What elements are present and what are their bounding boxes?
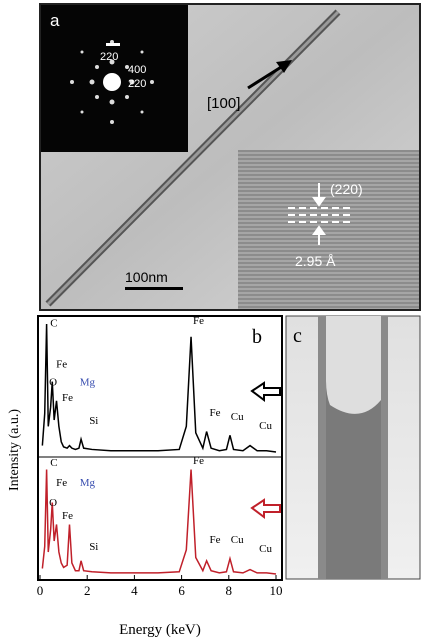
panel-label: b (252, 326, 262, 348)
panel-b: b Intensity (a.u.) Energy (keV) 0 2 4 6 8 10 C… (7, 315, 283, 638)
x-tick-label: 0 (37, 583, 44, 598)
peak-label: Si (89, 415, 98, 427)
scale-label: 100nm (125, 269, 168, 285)
peak-label: Cu (231, 534, 244, 546)
x-tick-label: 10 (270, 583, 283, 598)
peak-label: Fe (210, 407, 221, 419)
figure: a 220 400 220 [100] (220) 2.95 Å 100nm c… (0, 0, 423, 642)
peak-label: Si (89, 541, 98, 553)
peak-label: Mg (80, 376, 96, 388)
spot-marker (106, 43, 120, 46)
peak-label: C (50, 457, 57, 469)
panel-label: c (293, 325, 302, 347)
plot-frame (38, 316, 282, 580)
page: {"panel_a":{"label":"a","diffraction":["… (0, 0, 423, 642)
peak-label: Fe (56, 359, 67, 371)
x-tick-label: 6 (178, 583, 185, 598)
x-tick-label: 2 (84, 583, 91, 598)
scale-bar (125, 287, 183, 290)
peak-label: Cu (231, 411, 244, 423)
peak-label: Cu (259, 543, 272, 555)
rod-tip (326, 316, 381, 414)
peak-label: Fe (56, 477, 67, 489)
hrtem-inset (238, 150, 419, 309)
peak-label: C (50, 318, 57, 330)
spacing-label: 2.95 Å (295, 253, 336, 269)
peak-label: Fe (193, 315, 204, 327)
peak-label: Fe (210, 534, 221, 546)
panel-a: a 220 400 220 [100] (220) 2.95 Å 100nm (40, 4, 420, 310)
y-axis-label: Intensity (a.u.) (7, 409, 22, 491)
spot-label: 220 (100, 51, 118, 63)
panel-c: c (286, 316, 420, 579)
spot-label: 220 (128, 78, 146, 90)
panel-label: a (50, 11, 60, 30)
x-tick-label: 4 (131, 583, 138, 598)
peak-label: O (49, 376, 57, 388)
peak-label: O (49, 497, 57, 509)
peak-label: Cu (259, 420, 272, 432)
peak-label: Fe (193, 455, 204, 467)
peak-label: Fe (62, 392, 73, 404)
plane-label: (220) (330, 181, 363, 197)
x-tick-label: 8 (226, 583, 233, 598)
spot-label: 400 (128, 64, 146, 76)
x-axis-label: Energy (keV) (119, 622, 201, 638)
direction-label: [100] (207, 95, 240, 112)
peak-label: Fe (62, 510, 73, 522)
peak-label: Mg (80, 477, 96, 489)
